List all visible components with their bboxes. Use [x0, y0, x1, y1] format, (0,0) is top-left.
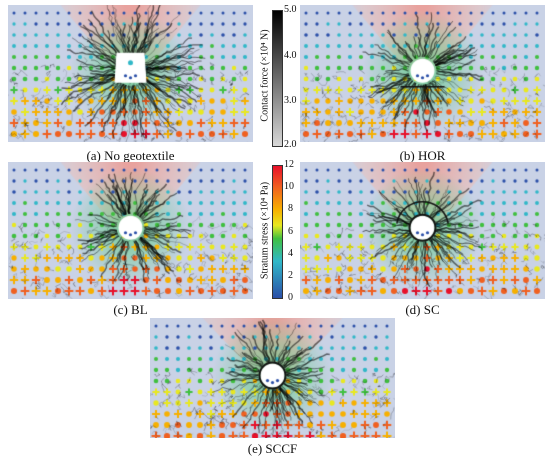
- contact-force-tick: 3.0: [284, 95, 297, 106]
- panel-image: [8, 5, 253, 142]
- panel-no-geotextile: [8, 5, 253, 142]
- panel-image: [8, 162, 253, 299]
- contact-force-colorbar: [272, 10, 283, 147]
- panel-sc: [300, 162, 545, 299]
- stratum-stress-tick: 2: [288, 270, 293, 281]
- stratum-stress-tick: 8: [288, 203, 293, 214]
- stratum-stress-tick: 12: [284, 159, 294, 170]
- stratum-stress-tick: 0: [288, 292, 293, 303]
- contact-force-tick: 5.0: [284, 4, 297, 15]
- panel-image: [300, 162, 545, 299]
- stratum-stress-tick: 4: [288, 248, 293, 259]
- panel-caption: (d) SC: [405, 302, 440, 317]
- contact-force-tick: 4.0: [284, 50, 297, 61]
- panel-bl: [8, 162, 253, 299]
- panel-hor: [300, 5, 545, 142]
- stratum-stress-tick: 6: [288, 226, 293, 237]
- stratum-stress-tick: 10: [284, 181, 294, 192]
- contact-force-label: Contact force (×10⁴ N): [259, 29, 271, 122]
- panel-sccf: [150, 318, 395, 438]
- panel-caption: (a) No geotextile: [86, 148, 175, 163]
- panel-image: [150, 318, 395, 438]
- stratum-stress-colorbar: [272, 165, 283, 299]
- stratum-stress-label: Stratum stress (×10⁴ Pa): [259, 181, 271, 280]
- panel-image: [300, 5, 545, 142]
- panel-caption: (c) BL: [113, 302, 148, 317]
- panel-caption: (e) SCCF: [247, 441, 298, 456]
- panel-caption: (b) HOR: [399, 148, 446, 163]
- contact-force-tick: 2.0: [284, 139, 297, 150]
